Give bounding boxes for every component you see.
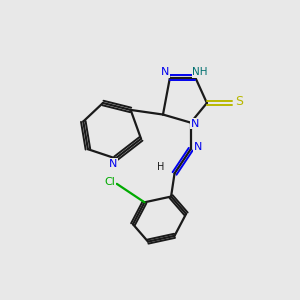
Text: N: N [109,158,118,169]
Text: Cl: Cl [104,176,115,187]
Text: NH: NH [192,68,208,77]
Text: S: S [235,95,243,108]
Text: N: N [161,68,169,77]
Text: N: N [194,142,202,152]
Text: N: N [191,119,199,129]
Text: H: H [157,161,164,172]
